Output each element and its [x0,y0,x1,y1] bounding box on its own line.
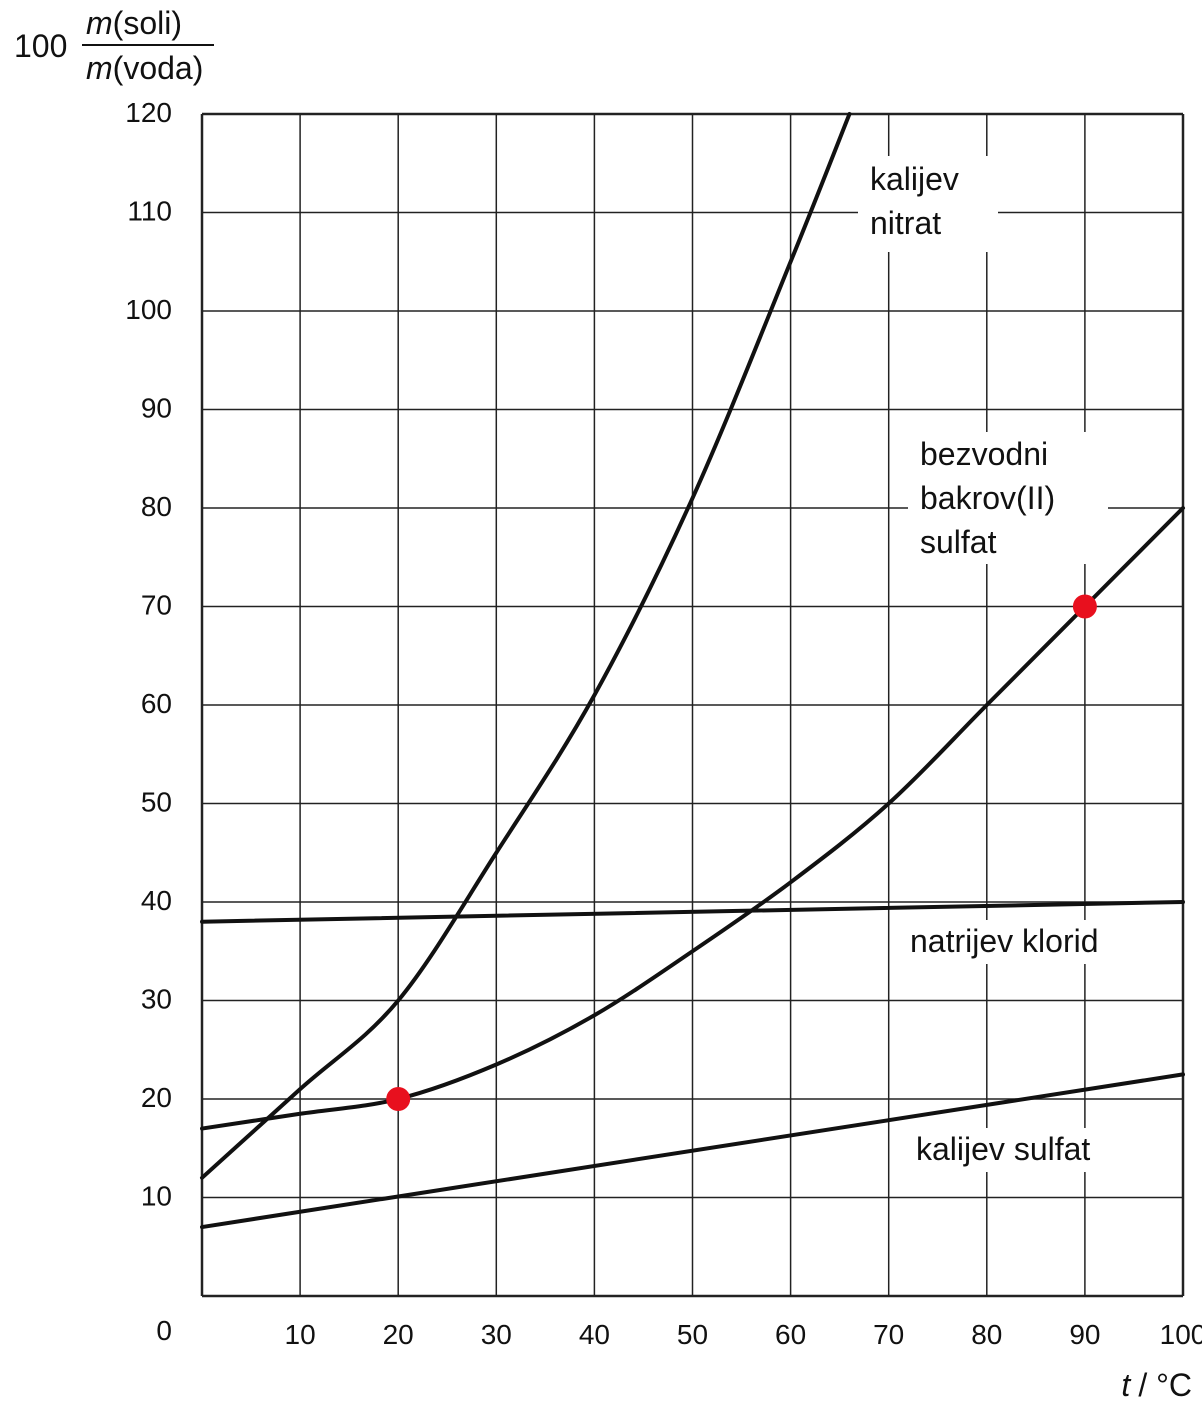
y-tick-label: 60 [141,688,172,719]
series-label-bg [908,432,1108,564]
x-tick-label: 100 [1160,1319,1202,1350]
grid [200,112,1185,1298]
highlight-point [1072,594,1097,619]
y-axis-title: 100 m(soli) m(voda) [14,5,214,86]
y-axis-factor: 100 [14,28,67,64]
series-line-kalijev-sulfat [200,1072,1185,1230]
x-tick-label: 40 [579,1319,610,1350]
y-tick-label: 0 [156,1315,172,1346]
y-axis-denominator: m(voda) [86,50,203,86]
x-tick-label: 70 [873,1319,904,1350]
series-label-bg [858,156,998,252]
series-label-kalijev-sulfat: kalijev sulfat [916,1131,1090,1167]
x-tick-label: 90 [1069,1319,1100,1350]
series-label-bg [904,1128,1126,1172]
y-tick-label: 70 [141,590,172,621]
series-label-bezvodni-bakrov-ii-sulfat: bezvodni bakrov(II) sulfat [920,436,1055,560]
y-tick-label: 80 [141,491,172,522]
series-label-kalijev-nitrat: kalijev nitrat [870,161,959,241]
highlight-markers [386,594,1097,1111]
x-tick-label: 80 [971,1319,1002,1350]
y-tick-labels: 0 10 20 30 40 50 60 70 80 90 100 110 120 [125,97,172,1346]
series-line-natrijev-klorid [200,900,1185,924]
series-labels: kalijev nitrat bezvodni bakrov(II) sulfat nat… [858,156,1134,1172]
y-tick-label: 10 [141,1181,172,1212]
highlight-point [386,1087,411,1111]
y-tick-label: 30 [141,984,172,1015]
x-tick-label: 60 [775,1319,806,1350]
x-tick-label: 50 [677,1319,708,1350]
y-axis-numerator: m(soli) [86,5,182,41]
series-label-natrijev-klorid: natrijev klorid [910,923,1099,959]
y-tick-label: 110 [127,196,172,227]
y-tick-label: 90 [141,393,172,424]
y-tick-label: 100 [125,294,172,325]
y-tick-label: 20 [141,1082,172,1113]
y-tick-label: 50 [141,787,172,818]
x-axis-title: t / °C [1121,1367,1192,1402]
x-tick-label: 10 [285,1319,316,1350]
y-tick-label: 120 [125,97,172,128]
y-tick-label: 40 [141,885,172,916]
x-tick-label: 20 [383,1319,414,1350]
series-line-kalijev-nitrat [200,112,852,1180]
x-tick-label: 30 [481,1319,512,1350]
x-tick-labels: 10 20 30 40 50 60 70 80 90 100 [285,1319,1202,1350]
series-label-bg [898,920,1134,964]
